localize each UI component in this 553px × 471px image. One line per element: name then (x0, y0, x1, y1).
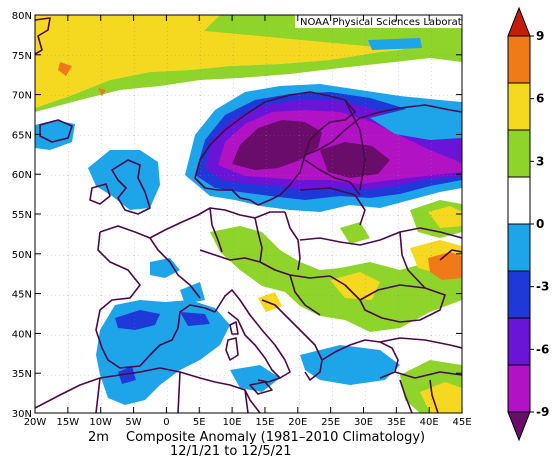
colorbar-segment (507, 364, 531, 413)
lon-label: 30E (354, 417, 373, 428)
colorbar-segment (507, 129, 531, 178)
lon-label: 10E (223, 417, 242, 428)
title-line1: Composite Anomaly (1981–2010 Climatology… (126, 430, 425, 445)
title-line2: 12/1/21 to 12/5/21 (170, 444, 292, 459)
lat-label: 80N (12, 11, 32, 22)
colorbar-label: -9 (536, 405, 549, 419)
lon-label: 25E (321, 417, 340, 428)
credit-box (295, 15, 462, 28)
colorbar: 9 6 3 0 -3 -6 -9 (507, 6, 549, 442)
lat-label: 40N (12, 329, 32, 340)
lon-label: 20E (288, 417, 307, 428)
lon-label: 45E (453, 417, 472, 428)
colorbar-label: -3 (536, 280, 549, 294)
map-plot-area: NOAA Physical Sciences Laboratory (35, 15, 478, 413)
lon-label: 35E (387, 417, 406, 428)
colorbar-label: -6 (536, 342, 549, 356)
lat-label: 60N (12, 170, 32, 181)
lat-label: 30N (12, 409, 32, 420)
lon-label: 20W (24, 417, 47, 428)
colorbar-segment (507, 35, 531, 84)
colorbar-segment (507, 223, 531, 272)
colorbar-label: 6 (536, 92, 544, 106)
colorbar-segment (507, 317, 531, 366)
lat-label: 75N (12, 51, 32, 62)
colorbar-segment (507, 176, 531, 225)
longitude-axis: 20W 15W 10W 5W 0 5E 10E 15E 20E 25E 30E 35E 40E 45E (24, 15, 472, 428)
lon-label: 5W (125, 417, 141, 428)
lat-label: 70N (12, 91, 32, 102)
lon-label: 15W (57, 417, 80, 428)
colorbar-top-arrow (507, 6, 531, 37)
colorbar-label: 0 (536, 217, 544, 231)
lon-label: 5E (193, 417, 206, 428)
colorbar-bottom-arrow (507, 411, 531, 442)
lat-label: 65N (12, 130, 32, 141)
credit-text: NOAA Physical Sciences Laboratory (300, 17, 478, 28)
lon-label: 0 (163, 417, 169, 428)
lat-label: 55N (12, 210, 32, 221)
coastlines-and-borders (35, 17, 462, 413)
lat-label: 45N (12, 290, 32, 301)
title-variable: 2m (88, 430, 109, 445)
lon-label: 15E (255, 417, 274, 428)
lon-label: 10W (89, 417, 112, 428)
figure-title: 2m Composite Anomaly (1981–2010 Climatol… (88, 430, 425, 459)
colorbar-label: 3 (536, 154, 544, 168)
latitude-axis: 80N 75N 70N 65N 60N 55N 50N 45N 40N 35N 30N (12, 11, 462, 420)
lon-label: 40E (420, 417, 439, 428)
lat-label: 35N (12, 369, 32, 380)
lat-label: 50N (12, 250, 32, 261)
colorbar-label: 9 (536, 29, 544, 43)
colorbar-segment (507, 82, 531, 131)
colorbar-segment (507, 270, 531, 319)
